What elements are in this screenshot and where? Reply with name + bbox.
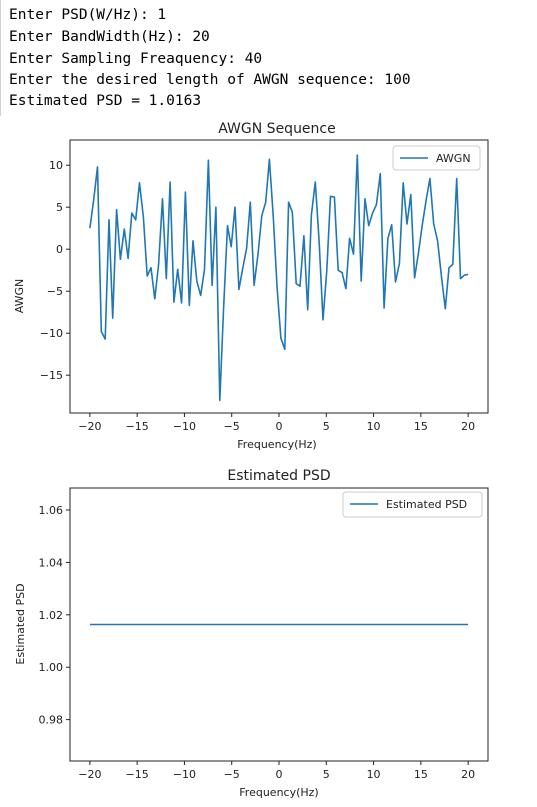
x-tick-label: 0 <box>276 420 283 433</box>
x-tick-label: −20 <box>78 768 101 781</box>
console-line-length: Enter the desired length of AWGN sequenc… <box>9 72 411 88</box>
y-axis-label: Estimated PSD <box>14 583 27 664</box>
x-tick-label: −20 <box>78 420 101 433</box>
console-line-sampling: Enter Sampling Freaquency: 40 <box>9 51 263 67</box>
series-line <box>89 154 469 402</box>
legend-label: AWGN <box>436 152 471 165</box>
y-axis-label: AWGN <box>13 279 26 314</box>
chart-title: Estimated PSD <box>227 468 330 484</box>
x-tick-label: −5 <box>224 768 240 781</box>
legend-box <box>392 145 481 171</box>
legend: AWGN <box>392 145 481 171</box>
y-tick-label: 1.06 <box>39 504 64 517</box>
y-tick-label: 5 <box>56 201 63 214</box>
x-tick-label: −10 <box>173 420 196 433</box>
plot-frame <box>69 487 489 762</box>
x-tick-label: 15 <box>414 768 428 781</box>
x-tick-label: −15 <box>126 768 149 781</box>
console-line-estimated-psd: Estimated PSD = 1.0163 <box>9 93 202 109</box>
console-line-bandwidth: Enter BandWidth(Hz): 20 <box>9 29 210 45</box>
x-tick-label: −10 <box>173 768 196 781</box>
x-tick-label: 10 <box>367 768 381 781</box>
console-line-psd: Enter PSD(W/Hz): 1 <box>9 7 167 23</box>
legend-box <box>342 491 483 518</box>
x-axis-label: Frequency(Hz) <box>237 438 316 451</box>
y-tick-label: 0 <box>56 243 63 256</box>
y-tick-label: 0.98 <box>39 714 64 727</box>
x-tick-label: −5 <box>224 420 240 433</box>
x-tick-label: 15 <box>414 420 428 433</box>
y-tick-label: 10 <box>49 159 63 172</box>
plot-frame <box>69 139 489 414</box>
x-tick-label: 20 <box>461 420 475 433</box>
chart-title: AWGN Sequence <box>218 121 335 137</box>
legend-label: Estimated PSD <box>386 498 467 511</box>
x-tick-label: 20 <box>461 768 475 781</box>
y-tick-label: −15 <box>40 369 63 382</box>
y-tick-label: 1.00 <box>39 661 64 674</box>
x-tick-label: 5 <box>323 768 330 781</box>
y-tick-label: 1.04 <box>39 556 64 569</box>
x-tick-label: 0 <box>276 768 283 781</box>
x-axis-label: Frequency(Hz) <box>239 786 318 799</box>
x-tick-label: −15 <box>126 420 149 433</box>
y-tick-label: −10 <box>40 327 63 340</box>
awgn-chart: AWGN Sequence −20 −15 −10 −5 0 5 10 15 20 10 5 0 −5 −… <box>13 121 489 451</box>
legend: Estimated PSD <box>342 491 483 518</box>
estimated-psd-chart: Estimated PSD −20 −15 −10 −5 0 5 10 15 20 1.06 1.0… <box>14 468 489 799</box>
x-tick-label: 5 <box>323 420 330 433</box>
x-tick-label: 10 <box>367 420 381 433</box>
y-tick-label: −5 <box>47 285 63 298</box>
y-tick-label: 1.02 <box>39 609 64 622</box>
console-output: Enter PSD(W/Hz): 1 Enter BandWidth(Hz): … <box>0 0 537 116</box>
